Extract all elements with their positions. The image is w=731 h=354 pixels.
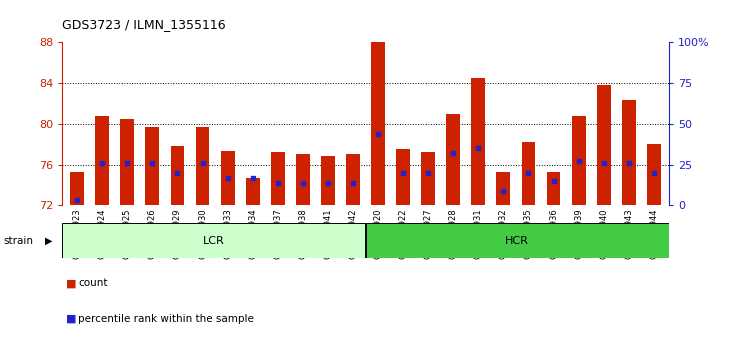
Text: GDS3723 / ILMN_1355116: GDS3723 / ILMN_1355116 xyxy=(62,18,226,31)
Bar xyxy=(346,154,360,205)
Bar xyxy=(447,114,460,205)
Bar xyxy=(547,172,561,205)
Bar xyxy=(421,153,435,205)
Bar xyxy=(471,78,485,205)
Bar xyxy=(622,101,636,205)
Bar xyxy=(170,146,184,205)
Bar xyxy=(371,42,385,205)
Bar xyxy=(366,223,669,258)
Bar xyxy=(62,223,366,258)
Bar xyxy=(496,172,510,205)
Text: count: count xyxy=(78,278,107,288)
Text: ■: ■ xyxy=(66,314,76,324)
Text: percentile rank within the sample: percentile rank within the sample xyxy=(78,314,254,324)
Text: strain: strain xyxy=(4,236,34,246)
Text: ■: ■ xyxy=(66,278,76,288)
Bar xyxy=(246,178,260,205)
Bar xyxy=(70,172,84,205)
Bar xyxy=(221,152,235,205)
Bar xyxy=(296,154,310,205)
Bar xyxy=(596,85,610,205)
Bar xyxy=(647,144,661,205)
Bar xyxy=(95,116,109,205)
Text: LCR: LCR xyxy=(203,236,224,246)
Bar xyxy=(145,127,159,205)
Bar xyxy=(196,127,209,205)
Text: HCR: HCR xyxy=(505,236,529,246)
Text: ▶: ▶ xyxy=(45,236,53,246)
Bar xyxy=(271,153,284,205)
Bar xyxy=(522,142,535,205)
Bar xyxy=(121,119,135,205)
Bar xyxy=(572,116,586,205)
Bar xyxy=(321,156,335,205)
Bar xyxy=(396,149,410,205)
